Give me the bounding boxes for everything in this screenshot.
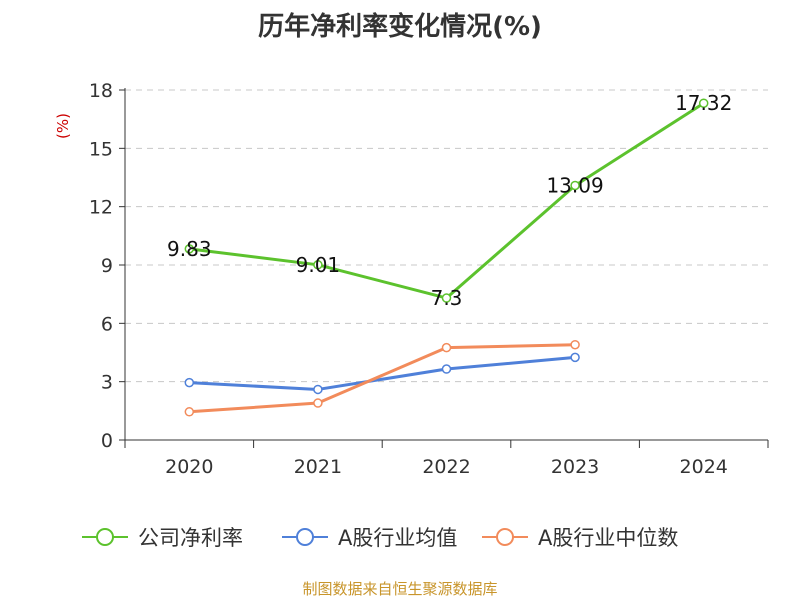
legend-marker: [296, 528, 314, 546]
source-note: 制图数据来自恒生聚源数据库: [302, 580, 498, 598]
legend-label: 公司净利率: [138, 526, 243, 550]
chart-title: 历年净利率变化情况(%): [258, 12, 542, 42]
y-tick-label: 18: [89, 80, 113, 102]
y-tick-label: 9: [101, 255, 113, 277]
data-point: [313, 398, 323, 408]
x-tick-label: 2021: [294, 456, 342, 478]
x-tick-label: 2020: [165, 456, 213, 478]
legend-label: A股行业中位数: [538, 526, 678, 550]
data-label: 9.01: [296, 253, 341, 277]
data-label: 9.83: [167, 237, 212, 261]
legend-label: A股行业均值: [338, 526, 457, 550]
data-point: [570, 352, 580, 363]
grid-lines: [125, 89, 768, 383]
data-point: [184, 407, 195, 417]
data-point: [313, 260, 323, 270]
data-point: [698, 98, 709, 108]
data-point: [313, 384, 323, 395]
series-line-0: [189, 101, 705, 300]
legend-marker: [96, 528, 114, 546]
data-label: 7.3: [431, 286, 463, 310]
series-line-1: [189, 355, 576, 391]
axes: 0 3 6 9 12 15 18 2020 2021 2022 2023 2024 (%): [54, 80, 769, 478]
data-label: 17.32: [675, 91, 732, 115]
data-point: [441, 293, 452, 303]
y-tick-label: 15: [89, 138, 113, 160]
y-tick-label: 0: [101, 430, 113, 452]
y-tick-label: 6: [101, 313, 113, 335]
legend: 公司净利率 A股行业均值 A股行业中位数: [82, 526, 678, 550]
data-point: [184, 377, 195, 388]
data-label: 13.09: [546, 173, 603, 197]
y-tick-label: 3: [101, 372, 113, 394]
x-tick-label: 2024: [680, 456, 728, 478]
legend-marker: [496, 528, 514, 546]
x-tick-label: 2022: [422, 456, 470, 478]
x-tick-label: 2023: [551, 456, 599, 478]
data-point: [441, 342, 452, 353]
y-tick-label: 12: [89, 197, 113, 219]
data-point: [184, 244, 195, 254]
series-line-2: [189, 343, 576, 414]
data-point: [441, 364, 452, 374]
y-axis-label: (%): [54, 113, 72, 139]
data-point: [570, 339, 580, 350]
data-point: [570, 180, 580, 191]
series-lines: [184, 98, 709, 417]
data-labels: 9.83 9.01 7.3 13.09 17.32: [167, 91, 732, 310]
